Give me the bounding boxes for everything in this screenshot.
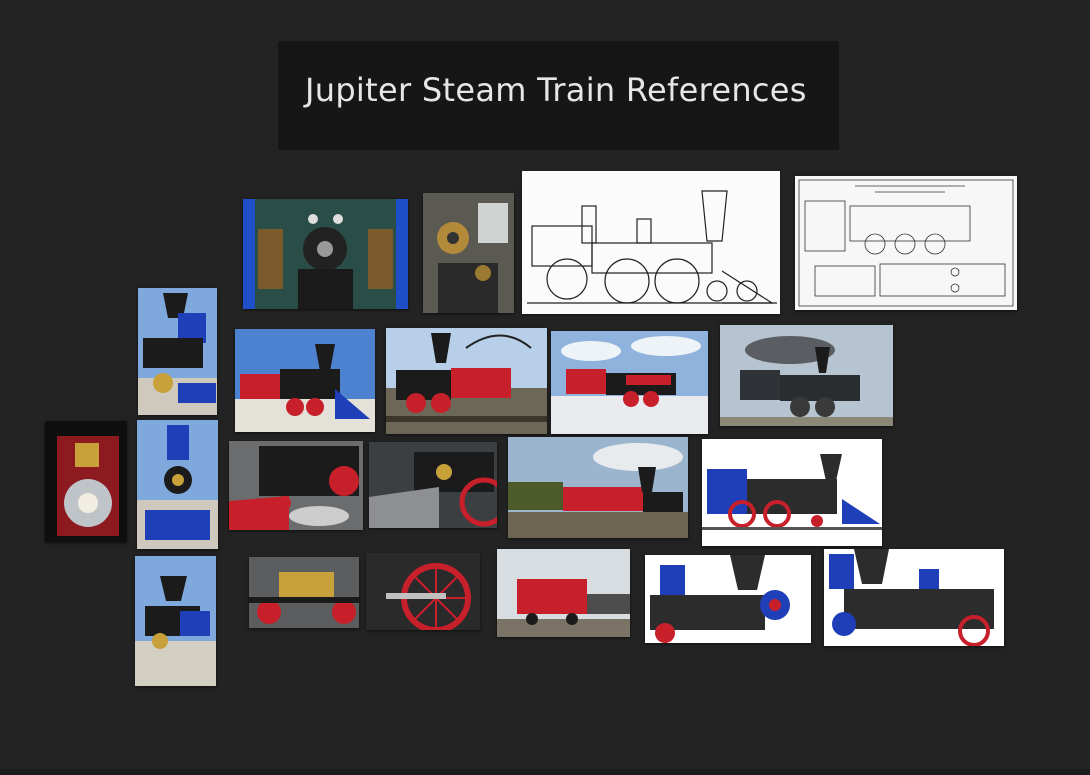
locomotive-front-angle-image[interactable] — [369, 442, 497, 528]
cab-interior-wide-image[interactable] — [243, 199, 408, 309]
board-title: Jupiter Steam Train References — [305, 71, 807, 109]
locomotive-smoke-wide-image[interactable] — [508, 437, 688, 538]
cylinder-closeup-image[interactable] — [249, 557, 359, 628]
locomotive-turntable-photo-image[interactable] — [386, 328, 547, 434]
locomotive-smoke-gray-image[interactable] — [720, 325, 893, 426]
locomotive-render-clouds-image[interactable] — [551, 331, 708, 434]
cowcatcher-closeup-image[interactable] — [229, 441, 363, 530]
locomotive-front-portrait-1-image[interactable] — [138, 288, 217, 415]
headlamp-closeup-image[interactable] — [45, 421, 127, 542]
blueprint-plan-sheet-image[interactable] — [795, 176, 1017, 310]
tender-closeup-image[interactable] — [497, 549, 630, 637]
locomotive-side-render-1-image[interactable] — [235, 329, 375, 432]
3d-model-boiler-closeup-image[interactable] — [824, 549, 1004, 646]
locomotive-front-portrait-2-image[interactable] — [137, 420, 218, 549]
cab-interior-close-image[interactable] — [423, 193, 514, 313]
3d-model-stack-closeup-image[interactable] — [645, 555, 811, 643]
canvas-bottom-edge — [0, 769, 1090, 775]
locomotive-front-portrait-3-image[interactable] — [135, 556, 216, 686]
board-title-card[interactable]: Jupiter Steam Train References — [278, 41, 839, 150]
driving-wheel-closeup-image[interactable] — [366, 553, 480, 630]
blueprint-side-elevation-image[interactable] — [522, 171, 780, 314]
locomotive-3d-model-side-image[interactable] — [702, 439, 882, 546]
